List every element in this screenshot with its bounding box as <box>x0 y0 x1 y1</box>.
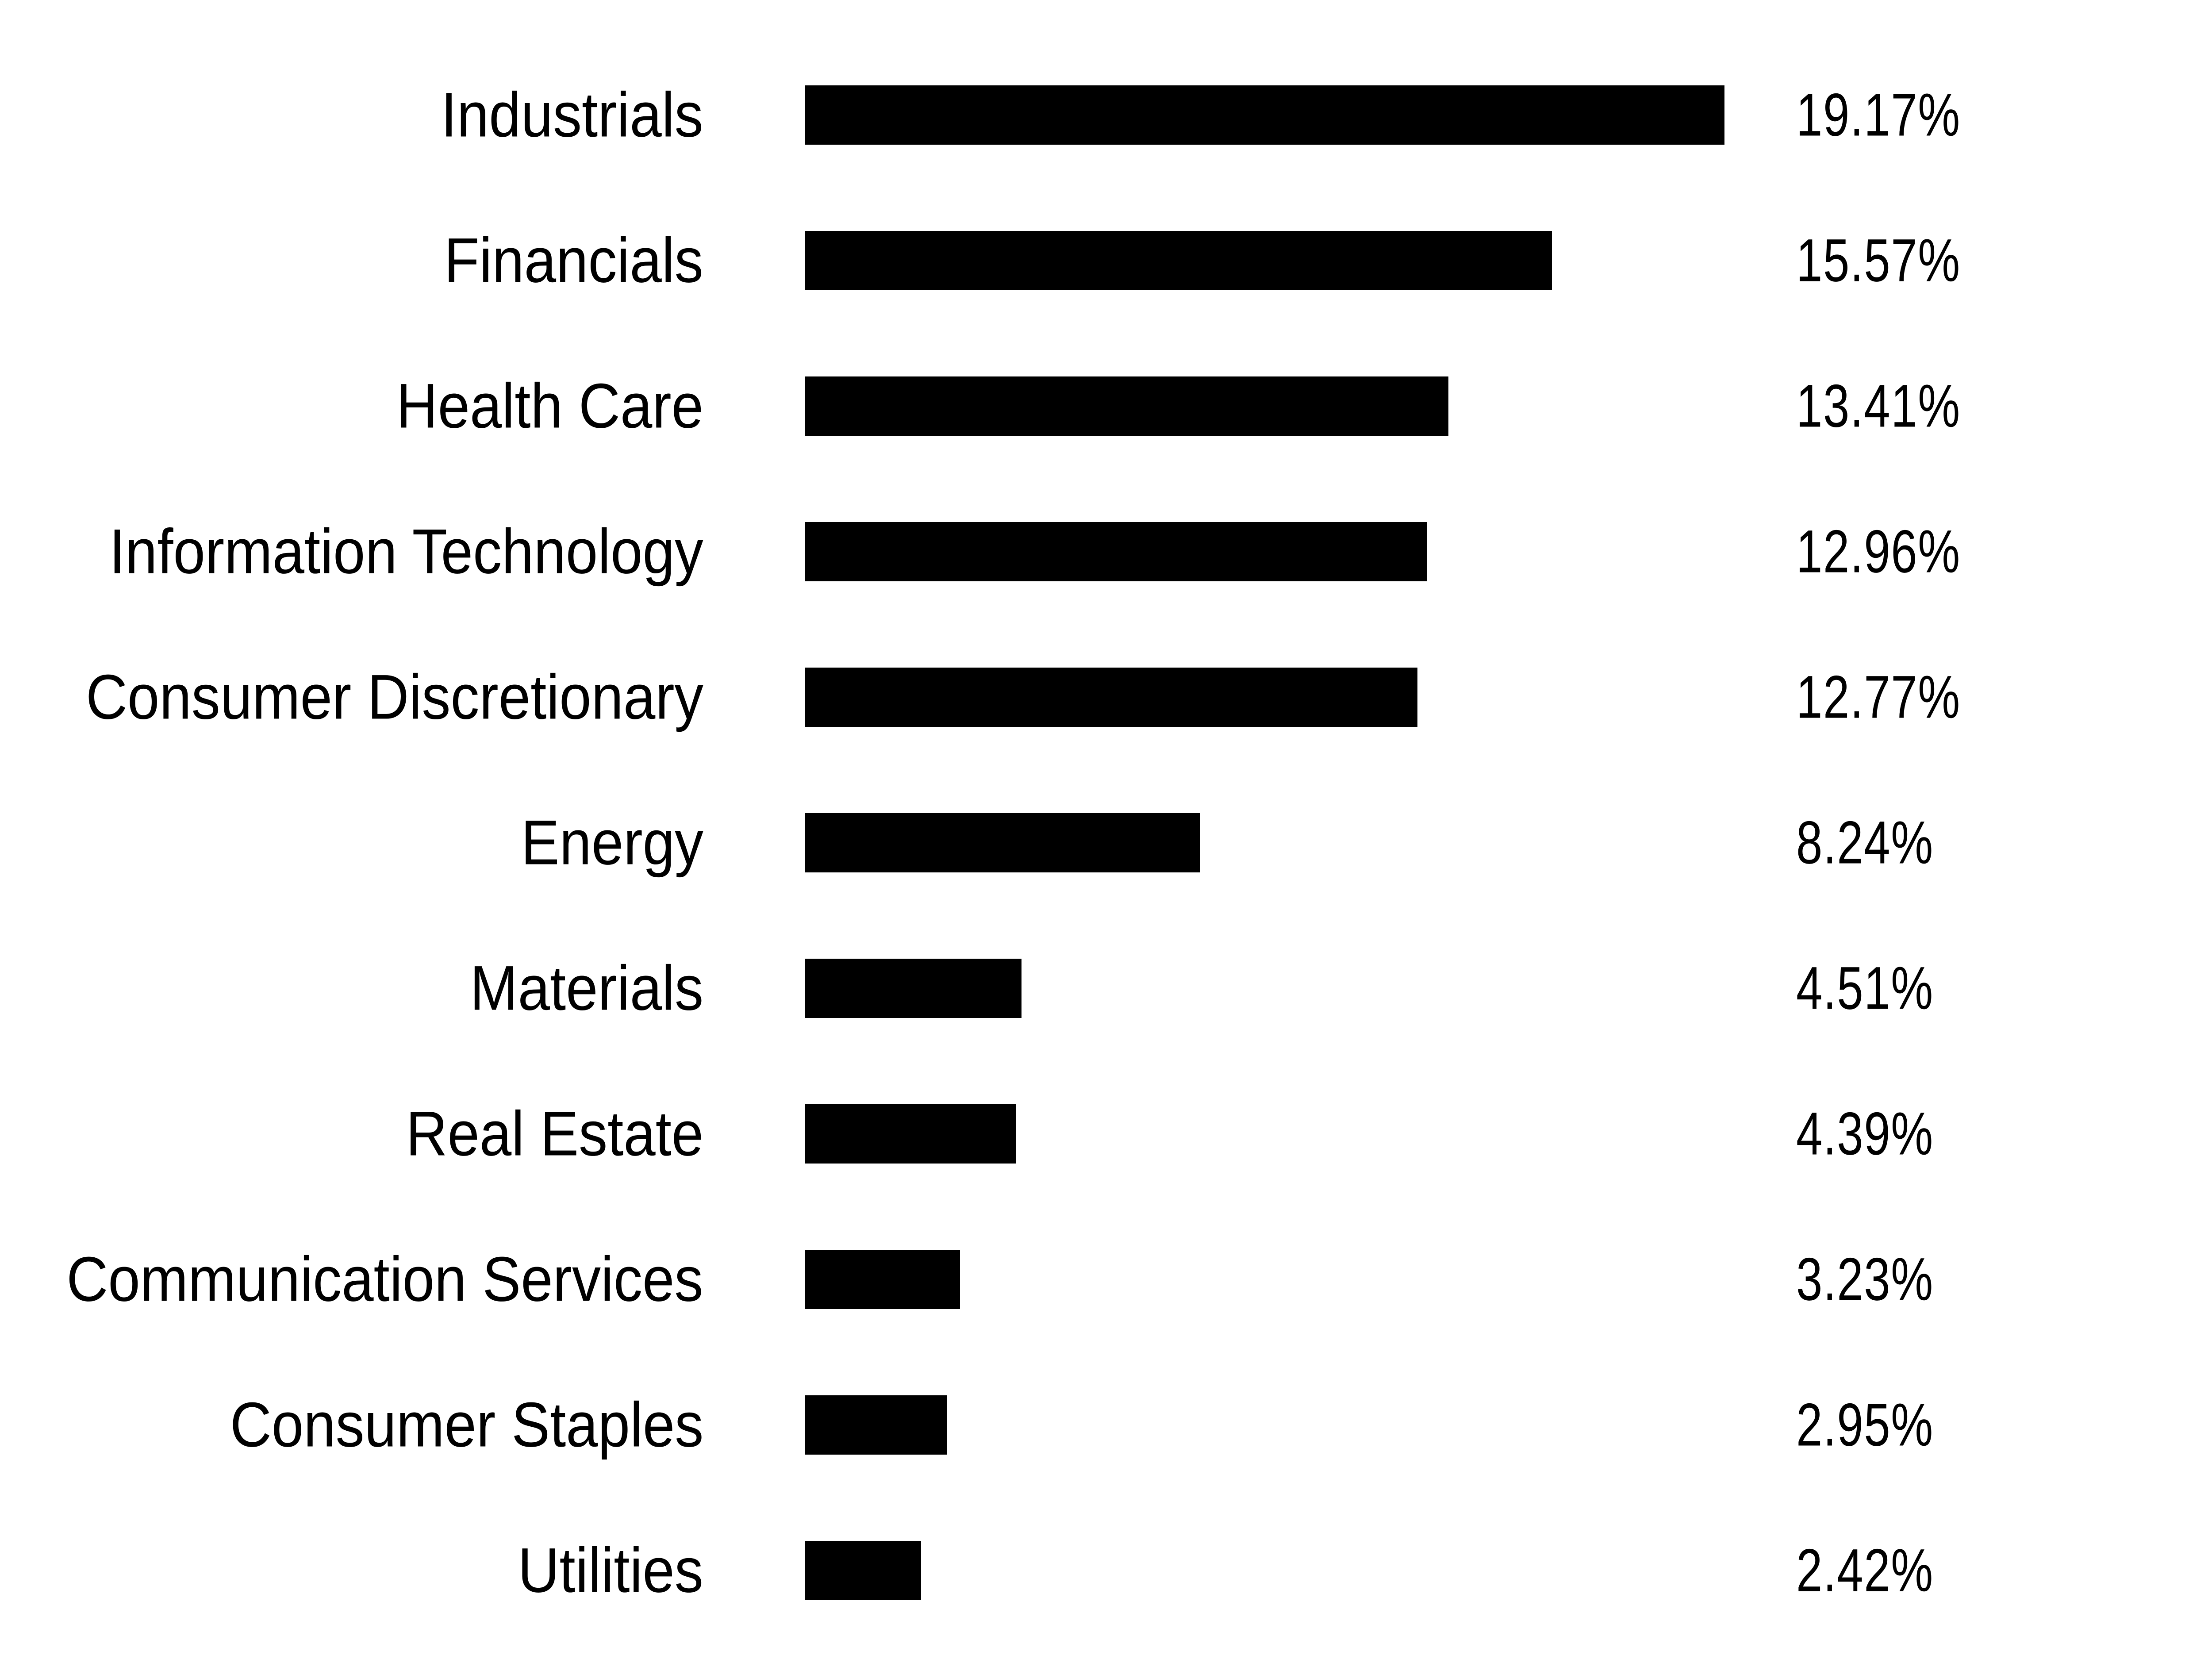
bar <box>805 1104 1016 1164</box>
category-label: Real Estate <box>406 1098 703 1169</box>
chart-row: Utilities 2.42% <box>0 1498 2212 1643</box>
chart-row: Consumer Discretionary 12.77% <box>0 624 2212 770</box>
value-label: 12.96% <box>1796 518 1961 585</box>
category-label: Consumer Staples <box>230 1390 703 1460</box>
category-label: Health Care <box>396 371 703 441</box>
category-label: Communication Services <box>66 1244 703 1314</box>
bar <box>805 958 1022 1018</box>
category-label: Financials <box>444 225 703 296</box>
value-label: 4.51% <box>1796 954 1934 1022</box>
value-label: 8.24% <box>1796 809 1934 876</box>
chart-row: Energy 8.24% <box>0 770 2212 915</box>
chart-row: Information Technology 12.96% <box>0 479 2212 624</box>
bar <box>805 667 1417 727</box>
bar <box>805 813 1200 872</box>
bar <box>805 1249 960 1309</box>
chart-row: Industrials 19.17% <box>0 42 2212 188</box>
bar <box>805 376 1448 436</box>
category-label: Utilities <box>518 1535 703 1605</box>
value-label: 2.95% <box>1796 1391 1934 1459</box>
chart-row: Consumer Staples 2.95% <box>0 1352 2212 1498</box>
chart-row: Health Care 13.41% <box>0 333 2212 479</box>
bar <box>805 1540 921 1600</box>
chart-row: Financials 15.57% <box>0 188 2212 333</box>
value-label: 15.57% <box>1796 227 1961 294</box>
value-label: 3.23% <box>1796 1245 1934 1313</box>
category-label: Energy <box>521 807 703 878</box>
value-label: 2.42% <box>1796 1536 1934 1604</box>
category-label: Information Technology <box>109 516 703 587</box>
value-label: 4.39% <box>1796 1100 1934 1167</box>
bar <box>805 522 1427 581</box>
chart-row: Materials 4.51% <box>0 915 2212 1061</box>
category-label: Materials <box>470 953 703 1023</box>
bar <box>805 85 1724 145</box>
chart-row: Real Estate 4.39% <box>0 1061 2212 1206</box>
chart-row: Communication Services 3.23% <box>0 1206 2212 1352</box>
value-label: 19.17% <box>1796 81 1961 149</box>
bar <box>805 230 1552 290</box>
bar <box>805 1395 947 1455</box>
value-label: 12.77% <box>1796 663 1961 731</box>
category-label: Consumer Discretionary <box>86 662 703 732</box>
category-label: Industrials <box>441 80 703 150</box>
value-label: 13.41% <box>1796 372 1961 440</box>
